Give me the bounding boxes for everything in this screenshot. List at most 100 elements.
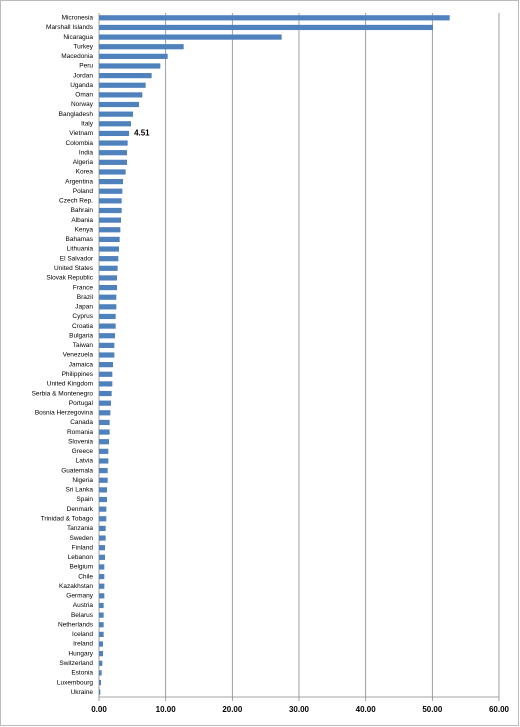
y-tick-label: El Salvador bbox=[60, 255, 94, 262]
y-tick-label: Bangladesh bbox=[59, 111, 94, 118]
bar bbox=[99, 342, 115, 348]
y-tick-label: Jamaica bbox=[69, 361, 94, 368]
bar bbox=[99, 439, 109, 445]
bar bbox=[99, 246, 119, 252]
y-tick-label: Iceland bbox=[72, 631, 93, 638]
y-tick-label: Croatia bbox=[72, 323, 93, 330]
bar bbox=[99, 554, 105, 560]
bar bbox=[99, 34, 282, 40]
x-tick-label: 50.00 bbox=[422, 705, 443, 714]
y-tick-label: Austria bbox=[73, 602, 94, 609]
bar bbox=[99, 593, 105, 599]
bar bbox=[99, 150, 127, 156]
y-tick-label: Sri Lanka bbox=[66, 487, 94, 494]
bar bbox=[99, 169, 126, 175]
bar bbox=[99, 631, 104, 637]
y-tick-label: Luxembourg bbox=[57, 679, 94, 686]
y-tick-label: Latvia bbox=[76, 458, 94, 465]
bar bbox=[99, 506, 107, 512]
y-tick-label: Serbia & Montenegro bbox=[32, 390, 94, 397]
y-tick-label: Netherlands bbox=[58, 621, 94, 628]
y-tick-label: Spain bbox=[76, 496, 93, 503]
y-tick-label: Micronesia bbox=[62, 15, 94, 22]
y-tick-label: Denmark bbox=[67, 506, 94, 513]
y-tick-label: Ukraine bbox=[71, 689, 94, 696]
bar bbox=[99, 381, 113, 387]
bar bbox=[99, 525, 106, 532]
bar bbox=[99, 256, 119, 262]
y-tick-label: Bahrain bbox=[71, 207, 94, 214]
y-tick-label: Finland bbox=[72, 544, 94, 551]
bar bbox=[99, 44, 184, 50]
bar bbox=[99, 516, 107, 522]
bar bbox=[99, 477, 108, 483]
y-tick-label: Korea bbox=[76, 169, 94, 176]
bar bbox=[99, 82, 146, 88]
bar bbox=[99, 419, 110, 426]
bar bbox=[99, 583, 105, 589]
y-tick-label: Canada bbox=[70, 419, 93, 426]
bar bbox=[99, 111, 133, 117]
x-tick-label: 0.00 bbox=[91, 705, 107, 714]
y-tick-label: Algeria bbox=[73, 159, 94, 166]
bar bbox=[99, 352, 115, 358]
y-tick-label: Poland bbox=[73, 188, 94, 195]
y-tick-label: Germany bbox=[66, 593, 93, 600]
bar bbox=[99, 140, 128, 146]
y-tick-label: Peru bbox=[79, 63, 93, 70]
y-tick-label: Romania bbox=[67, 429, 93, 436]
y-tick-label: India bbox=[79, 149, 93, 156]
y-tick-label: Estonia bbox=[71, 670, 93, 677]
bar bbox=[99, 275, 117, 281]
bar bbox=[99, 178, 123, 185]
bar bbox=[99, 573, 105, 580]
y-tick-label: Portugal bbox=[69, 400, 94, 407]
bar bbox=[99, 622, 104, 628]
y-tick-label: Turkey bbox=[73, 43, 93, 50]
bar bbox=[99, 362, 113, 368]
bar bbox=[99, 612, 104, 618]
bar bbox=[99, 429, 110, 435]
y-tick-label: Philippines bbox=[62, 371, 94, 378]
x-tick-label: 10.00 bbox=[156, 705, 177, 714]
bar bbox=[99, 294, 117, 300]
y-tick-label: Cyprus bbox=[72, 313, 93, 320]
y-tick-label: Slovenia bbox=[68, 438, 93, 445]
bar bbox=[99, 333, 115, 339]
y-tick-label: Belgium bbox=[70, 564, 93, 571]
bar bbox=[99, 304, 117, 310]
y-tick-label: Colombia bbox=[66, 140, 94, 147]
y-tick-label: Italy bbox=[81, 121, 94, 128]
y-tick-label: United States bbox=[54, 265, 94, 272]
bar bbox=[99, 188, 123, 194]
bar bbox=[99, 371, 113, 377]
bar bbox=[99, 564, 105, 570]
bar bbox=[99, 679, 101, 686]
bar bbox=[99, 284, 117, 291]
x-tick-label: 20.00 bbox=[222, 705, 243, 714]
y-tick-label: Kenya bbox=[75, 226, 94, 233]
y-tick-label: Bosnia Herzegovina bbox=[35, 410, 94, 417]
bar bbox=[99, 92, 143, 98]
y-tick-label: France bbox=[73, 284, 94, 291]
y-tick-label: United Kingdom bbox=[47, 381, 93, 388]
bar bbox=[99, 159, 127, 165]
y-tick-label: Kazakhstan bbox=[59, 583, 93, 590]
bar bbox=[99, 227, 121, 233]
y-tick-label: Marshall Islands bbox=[46, 24, 94, 31]
bar bbox=[99, 265, 118, 271]
bar bbox=[99, 313, 116, 320]
bar bbox=[99, 496, 107, 503]
y-tick-label: Vietnam bbox=[69, 130, 93, 137]
y-tick-label: Nicaragua bbox=[63, 34, 93, 41]
bar bbox=[99, 545, 105, 551]
bar bbox=[99, 236, 120, 242]
bar bbox=[99, 101, 139, 108]
bar bbox=[99, 15, 450, 21]
y-tick-label: Argentina bbox=[65, 178, 93, 185]
bar bbox=[99, 63, 161, 69]
bar bbox=[99, 410, 111, 416]
y-tick-label: Czech Rep. bbox=[59, 198, 93, 205]
y-tick-label: Belarus bbox=[71, 612, 94, 619]
